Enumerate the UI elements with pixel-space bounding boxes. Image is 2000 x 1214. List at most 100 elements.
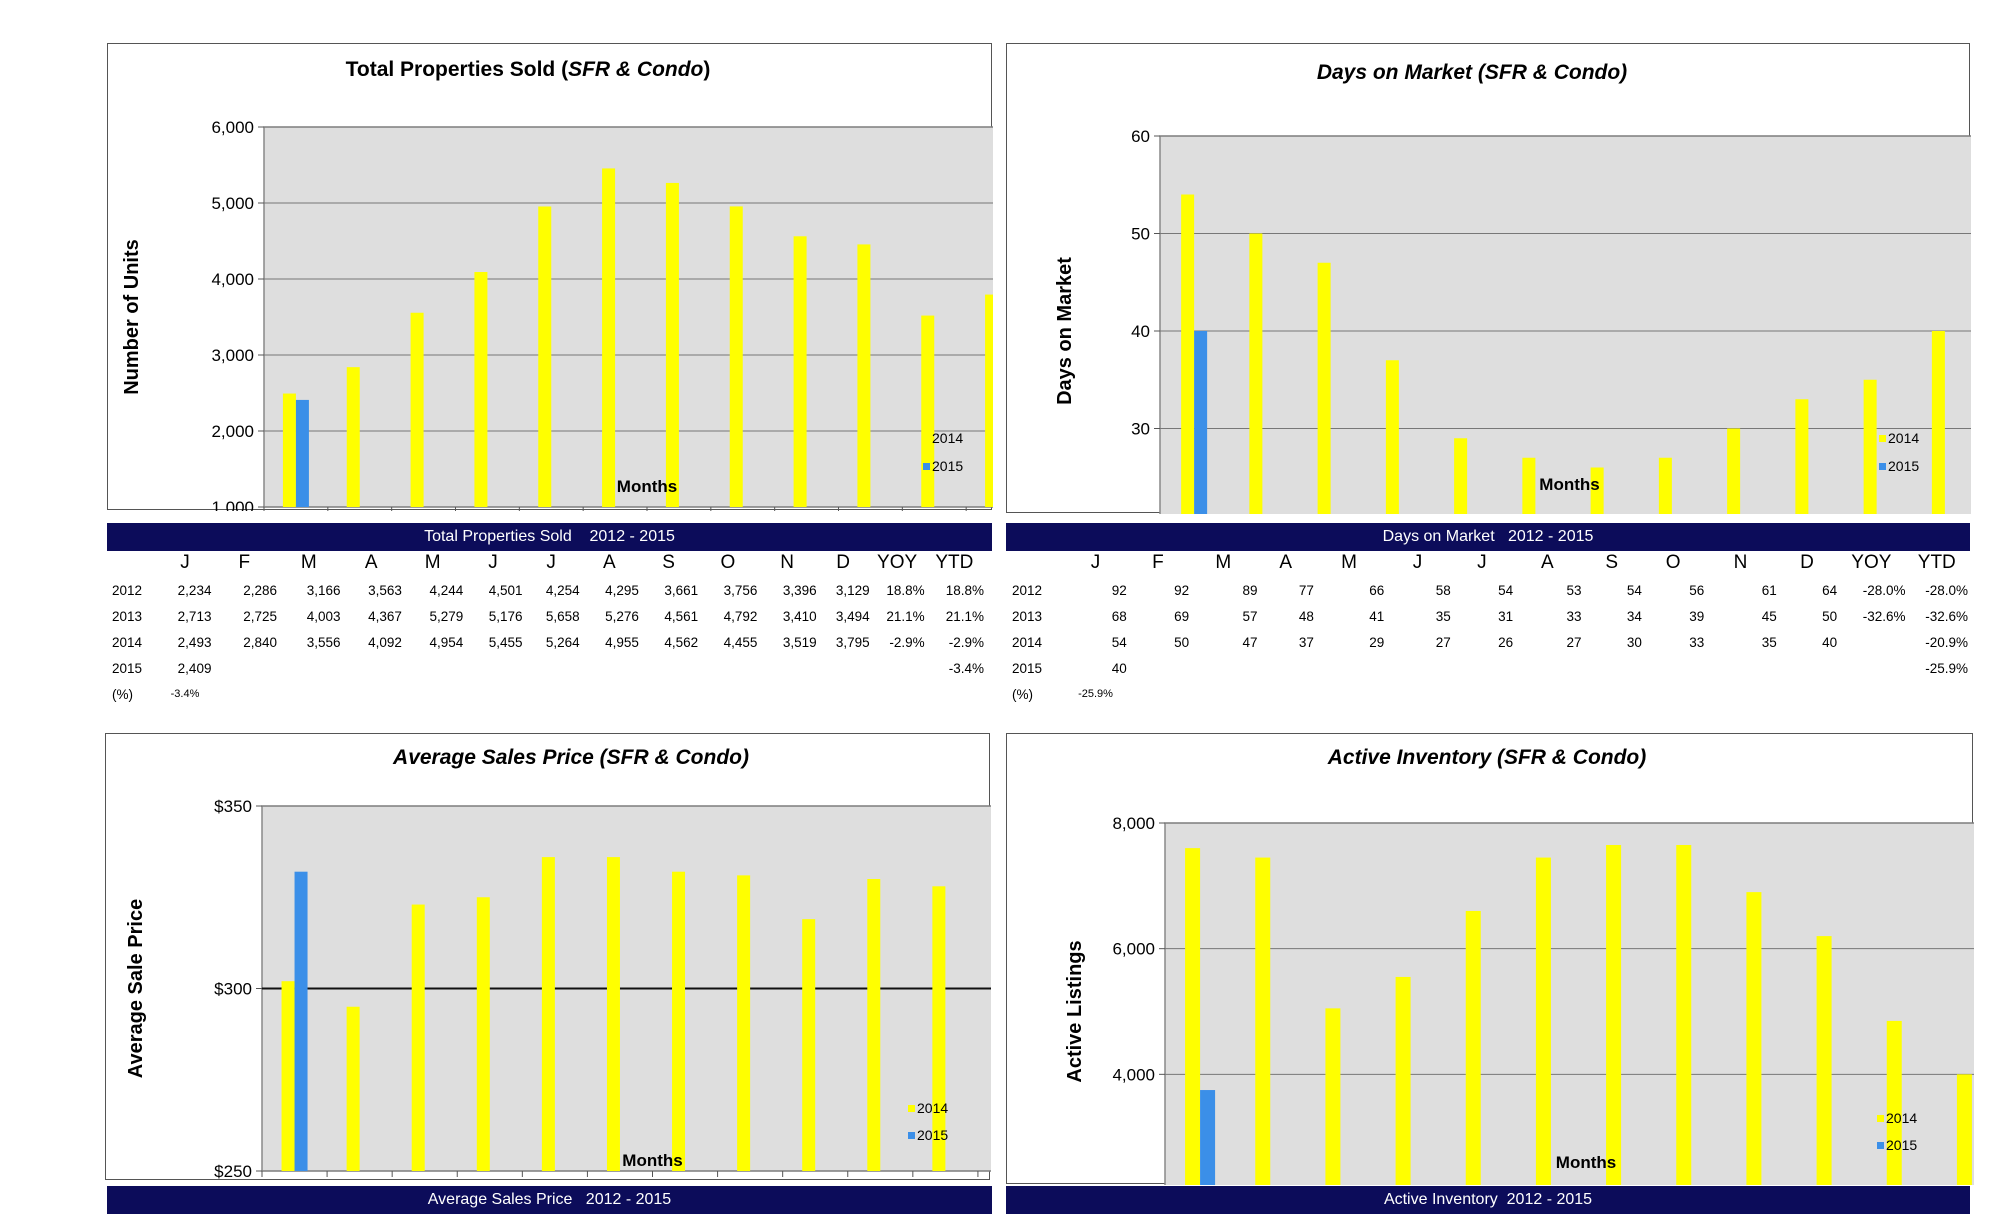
- y-tick-label: $300: [214, 980, 252, 999]
- table-cell: 66: [1369, 582, 1385, 598]
- y-tick-label: 2,000: [211, 422, 254, 441]
- bar-2014: [1746, 892, 1762, 1185]
- table-cell: 2,234: [177, 582, 212, 598]
- column-header: O: [1665, 552, 1681, 573]
- table-cell: [870, 681, 925, 707]
- chart-days-on-market: 2030405060JFMAMJJASONDMonthsDays on Mark…: [1006, 43, 1971, 514]
- chart-svg: 2,0004,0006,0008,000JFMAMJJASONDMonthsAc…: [1064, 746, 1974, 1185]
- column-header: M: [424, 552, 441, 573]
- table-cell: 50: [1174, 634, 1190, 650]
- table-row: (%) -3.4%: [112, 681, 984, 707]
- table-cell: 3,166: [306, 582, 341, 598]
- table-cell: [1451, 655, 1513, 681]
- table-cell: 54: [1111, 634, 1127, 650]
- bar-2014: [802, 919, 816, 1171]
- chart-active-inventory: 2,0004,0006,0008,000JFMAMJJASONDMonthsAc…: [1006, 733, 1974, 1185]
- title-part: ): [703, 58, 710, 81]
- table-cell: 5,279: [429, 608, 464, 624]
- table-cell: 18.8%: [945, 582, 984, 598]
- table-cell: [817, 655, 870, 681]
- table-cell: [1451, 681, 1513, 707]
- bar-2014: [538, 206, 552, 507]
- table-cell: 5,264: [545, 634, 580, 650]
- table-cell: -20.9%: [1925, 634, 1968, 650]
- table-cell: 30: [1626, 634, 1642, 650]
- table-cell: [1127, 655, 1189, 681]
- sold-table-banner: Total Properties Sold 2012 - 2015: [107, 523, 992, 551]
- table-cell: [1837, 655, 1905, 681]
- table-cell: 41: [1369, 608, 1385, 624]
- column-header: YTD: [1917, 552, 1956, 573]
- table-cell: 31: [1498, 608, 1514, 624]
- table-cell: 54: [1498, 582, 1514, 598]
- table-cell: [698, 655, 757, 681]
- bar-2014: [1590, 467, 1604, 514]
- chart-svg: 1,0002,0003,0004,0005,0006,000JFMAMJJASO…: [121, 58, 993, 511]
- table-cell: [1189, 681, 1257, 707]
- table-cell: 3,563: [368, 582, 402, 598]
- row-label: 2015: [112, 660, 143, 676]
- table-cell: 26: [1498, 634, 1514, 650]
- corner-cell: [112, 549, 159, 577]
- table-cell: [463, 655, 522, 681]
- table-cell: [523, 655, 580, 681]
- table-cell: 5,176: [488, 608, 523, 624]
- table-cell: 5,658: [545, 608, 580, 624]
- bar-2014: [1535, 857, 1551, 1185]
- y-tick-label: 6,000: [211, 118, 254, 137]
- table-cell: 56: [1689, 582, 1705, 598]
- bar-2014: [1255, 857, 1271, 1185]
- table-cell: [1258, 681, 1314, 707]
- y-tick-label: 4,000: [1112, 1065, 1155, 1084]
- table-cell: [341, 655, 402, 681]
- table-cell: 4,501: [488, 582, 523, 598]
- bar-2014: [1249, 233, 1263, 514]
- y-axis-label: Active Listings: [1064, 940, 1086, 1082]
- y-tick-label: 50: [1131, 225, 1150, 244]
- table-cell: 54: [1626, 582, 1642, 598]
- row-label: 2013: [112, 608, 143, 624]
- y-tick-label: $250: [214, 1162, 252, 1181]
- column-header: N: [1733, 552, 1748, 573]
- table-cell: [1777, 681, 1837, 707]
- legend-label-2015: 2015: [1888, 458, 1919, 474]
- bar-2014: [1181, 194, 1195, 514]
- bar-2014: [602, 168, 616, 508]
- bar-2014: [793, 236, 807, 507]
- column-header: A: [1540, 552, 1554, 573]
- table-cell: [523, 681, 580, 707]
- legend-label-2015: 2015: [917, 1127, 948, 1143]
- table-cell: -3.4%: [948, 660, 984, 676]
- table-cell: 4,244: [429, 582, 464, 598]
- table-cell: -2.9%: [948, 634, 984, 650]
- table-cell: 40: [1822, 634, 1838, 650]
- column-header: M: [1341, 552, 1357, 573]
- column-header: YOY: [1851, 552, 1892, 573]
- title-part: Total Properties Sold (: [346, 58, 568, 81]
- table-cell: [277, 681, 340, 707]
- table-cell: 4,954: [429, 634, 464, 650]
- column-header: S: [1605, 552, 1619, 573]
- legend-swatch-2015: [1877, 1142, 1884, 1149]
- legend-label-2014: 2014: [1888, 430, 1919, 446]
- bar-2015: [295, 399, 309, 507]
- column-header: M: [300, 552, 317, 573]
- row-label: 2014: [112, 634, 143, 650]
- table-cell: 3,494: [835, 608, 870, 624]
- legend-swatch-2014: [1877, 1115, 1884, 1122]
- table-row: 2015 40 -25.9%: [1012, 655, 1968, 681]
- y-tick-label: 3,000: [211, 346, 254, 365]
- chart-svg: 2030405060JFMAMJJASONDMonthsDays on Mark…: [1054, 61, 1971, 514]
- table-cell: [1642, 681, 1704, 707]
- y-tick-label: 6,000: [1112, 940, 1155, 959]
- table-cell: [1314, 655, 1384, 681]
- table-cell: 40: [1111, 660, 1127, 676]
- bar-2014: [985, 294, 993, 507]
- table-cell: [211, 655, 277, 681]
- table-cell: 5,276: [605, 608, 639, 624]
- bar-2014: [1931, 331, 1945, 514]
- table-cell: 4,254: [545, 582, 580, 598]
- table-cell: -28.0%: [1925, 582, 1968, 598]
- y-tick-label: 30: [1131, 420, 1150, 439]
- table-cell: 4,455: [723, 634, 758, 650]
